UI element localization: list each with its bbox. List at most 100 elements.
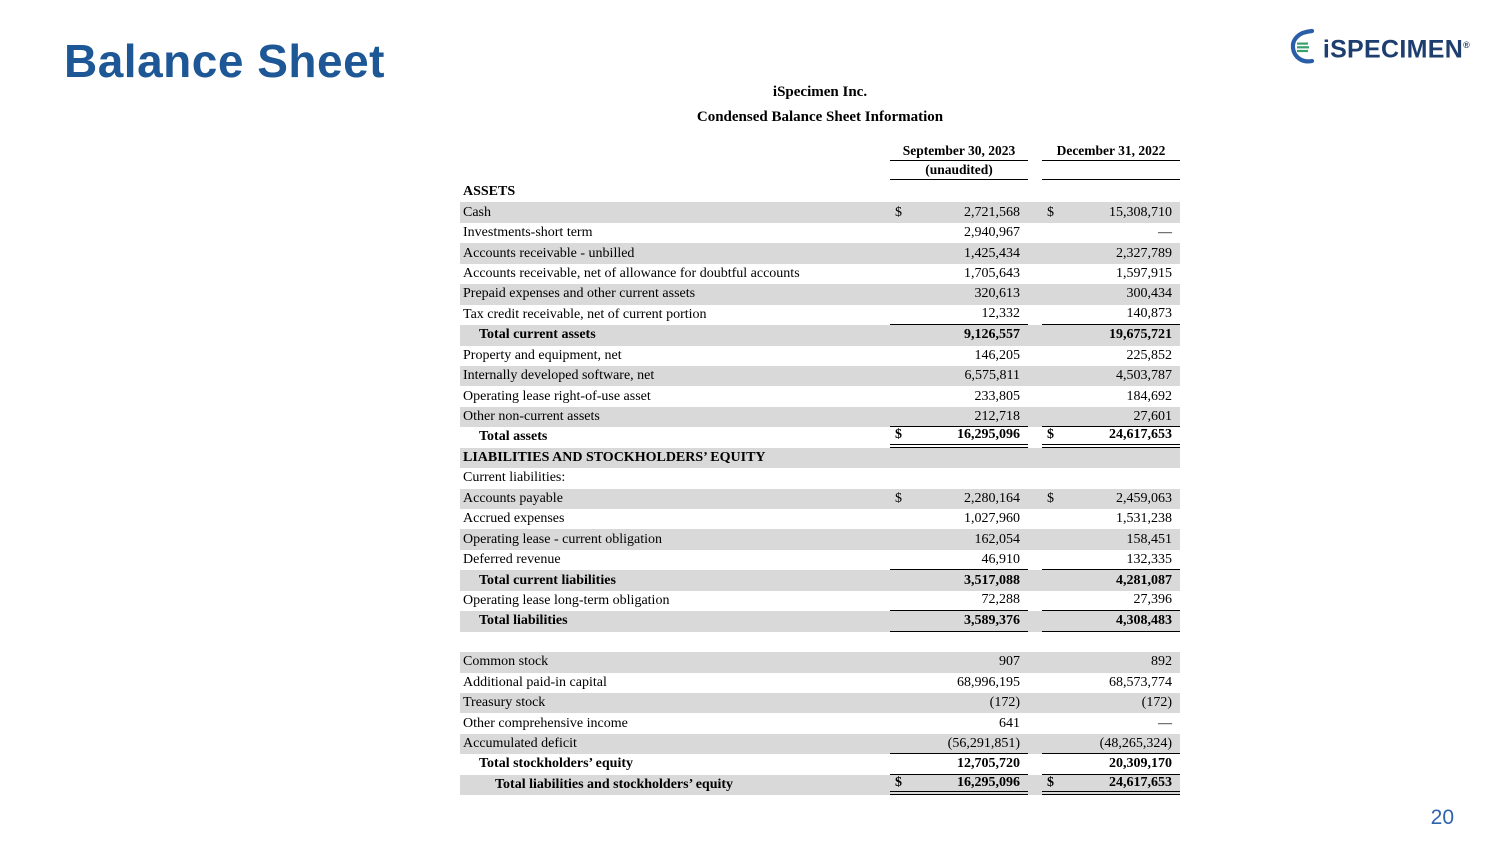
value-col1: 162,054 (890, 529, 1028, 549)
table-row: Accumulated deficit (56,291,851) (48,265,3… (460, 733, 1180, 755)
row-value: 146,205 (974, 347, 1021, 363)
row-label: Common stock (463, 654, 549, 670)
row-label: Total liabilities (479, 613, 568, 629)
row-value: 46,910 (981, 551, 1021, 567)
value-col1: 1,705,643 (890, 264, 1028, 284)
row-value: — (1158, 225, 1172, 241)
logo-wordmark: iSPECIMEN® (1322, 35, 1470, 64)
table-subtitle: Condensed Balance Sheet Information (696, 109, 944, 125)
value-col1: 320,613 (890, 284, 1028, 304)
value-col2: 1,531,238 (1042, 509, 1180, 529)
table-row: Internally developed software, net 6,575,… (460, 365, 1180, 387)
dollar-sign: $ (895, 427, 902, 443)
row-value: 892 (1151, 654, 1172, 670)
value-col2: 4,281,087 (1042, 570, 1180, 590)
row-value: 1,531,238 (1116, 511, 1172, 527)
value-col2: 300,434 (1042, 284, 1180, 304)
row-value: 12,332 (981, 306, 1021, 322)
value-col2: 225,852 (1042, 346, 1180, 366)
value-col1: 68,996,195 (890, 673, 1028, 693)
table-row: Total assets $16,295,096 $24,617,653 (460, 427, 1180, 448)
table-row: Total current liabilities 3,517,088 4,281,… (460, 570, 1180, 591)
table-row: Accounts receivable, net of allowance fo… (460, 264, 1180, 284)
value-col2: 140,873 (1042, 305, 1180, 326)
row-value: 225,852 (1126, 347, 1173, 363)
table-row: LIABILITIES AND STOCKHOLDERS’ EQUITY (460, 447, 1180, 469)
row-value: 2,721,568 (964, 204, 1020, 220)
row-value: (172) (1141, 695, 1172, 711)
row-value: 27,396 (1133, 592, 1173, 608)
row-label: Operating lease - current obligation (463, 531, 663, 547)
row-value: 320,613 (974, 286, 1021, 302)
value-col1 (890, 632, 1028, 652)
column-header-sep-2023: September 30, 2023 (890, 142, 1028, 161)
value-col2: 184,692 (1042, 386, 1180, 406)
value-col2: 4,503,787 (1042, 366, 1180, 386)
row-value: (48,265,324) (1099, 735, 1172, 751)
dollar-sign: $ (1047, 427, 1054, 443)
row-label: Accounts payable (463, 490, 563, 506)
value-col2: (172) (1042, 693, 1180, 713)
value-col1: 6,575,811 (890, 366, 1028, 386)
value-col2: 2,327,789 (1042, 243, 1180, 263)
row-value: 3,517,088 (964, 572, 1020, 588)
row-label: Property and equipment, net (463, 347, 622, 363)
value-col1: 641 (890, 713, 1028, 733)
table-row: Total liabilities and stockholders’ equi… (460, 774, 1180, 796)
table-row: Total current assets 9,126,557 19,675,721 (460, 325, 1180, 346)
value-col1: $16,295,096 (890, 427, 1028, 448)
table-row: Accounts payable $2,280,164 $2,459,063 (460, 488, 1180, 509)
row-value: 68,573,774 (1109, 674, 1172, 690)
row-value: 6,575,811 (964, 368, 1020, 384)
value-col1: $16,295,096 (890, 775, 1028, 796)
registered-trademark: ® (1463, 40, 1470, 50)
table-row: Total stockholders’ equity 12,705,720 20,3… (460, 754, 1180, 775)
row-value: 27,601 (1133, 408, 1173, 424)
row-value: 184,692 (1126, 388, 1173, 404)
table-row: Cash $2,721,568 $15,308,710 (460, 202, 1180, 223)
row-value: 300,434 (1126, 286, 1173, 302)
table-row: Deferred revenue 46,910 132,335 (460, 550, 1180, 571)
row-value: (172) (989, 695, 1020, 711)
value-col2: $2,459,063 (1042, 489, 1180, 509)
row-label: Accounts receivable - unbilled (463, 245, 635, 261)
dollar-sign: $ (895, 490, 902, 506)
row-label: Additional paid-in capital (463, 674, 607, 690)
row-value: 1,425,434 (964, 245, 1020, 261)
row-value: 1,705,643 (964, 265, 1020, 281)
value-col1: 1,027,960 (890, 509, 1028, 529)
value-col1: 1,425,434 (890, 243, 1028, 263)
value-col1 (890, 448, 1028, 468)
value-col1: 9,126,557 (890, 325, 1028, 345)
row-label: Tax credit receivable, net of current po… (463, 306, 707, 322)
table-row: Common stock 907 892 (460, 652, 1180, 673)
table-row: Operating lease - current obligation 162,… (460, 529, 1180, 550)
row-value: 132,335 (1126, 551, 1173, 567)
value-col1: 907 (890, 652, 1028, 672)
table-row: Treasury stock (172) (172) (460, 692, 1180, 714)
value-col1: 46,910 (890, 550, 1028, 571)
table-row: Current liabilities: (460, 468, 1180, 488)
value-col1: 3,589,376 (890, 611, 1028, 632)
balance-sheet-table: iSpecimen Inc. Condensed Balance Sheet I… (460, 83, 1180, 796)
row-value: 2,940,967 (964, 225, 1020, 241)
page-number: 20 (1430, 806, 1454, 829)
value-col1: $2,280,164 (890, 489, 1028, 509)
value-col2 (1042, 448, 1180, 468)
balance-sheet-rows: ASSETS Cash $2,721,568 $15,308,710 Investmen… (460, 182, 1180, 796)
value-col2: 1,597,915 (1042, 264, 1180, 284)
row-value: 233,805 (974, 388, 1021, 404)
value-col1: (56,291,851) (890, 734, 1028, 755)
row-value: (56,291,851) (947, 735, 1020, 751)
table-company-name: iSpecimen Inc. (772, 84, 868, 100)
value-col2 (1042, 468, 1180, 488)
row-label: Total stockholders’ equity (479, 756, 634, 772)
row-label: Accounts receivable, net of allowance fo… (463, 265, 800, 281)
row-label: Cash (463, 204, 491, 220)
row-label: Total assets (479, 429, 548, 445)
value-col1: $2,721,568 (890, 202, 1028, 222)
row-label: Deferred revenue (463, 552, 561, 568)
value-col2 (1042, 632, 1180, 652)
row-label: Total current liabilities (479, 572, 616, 588)
row-label: Total liabilities and stockholders’ equi… (495, 776, 734, 792)
